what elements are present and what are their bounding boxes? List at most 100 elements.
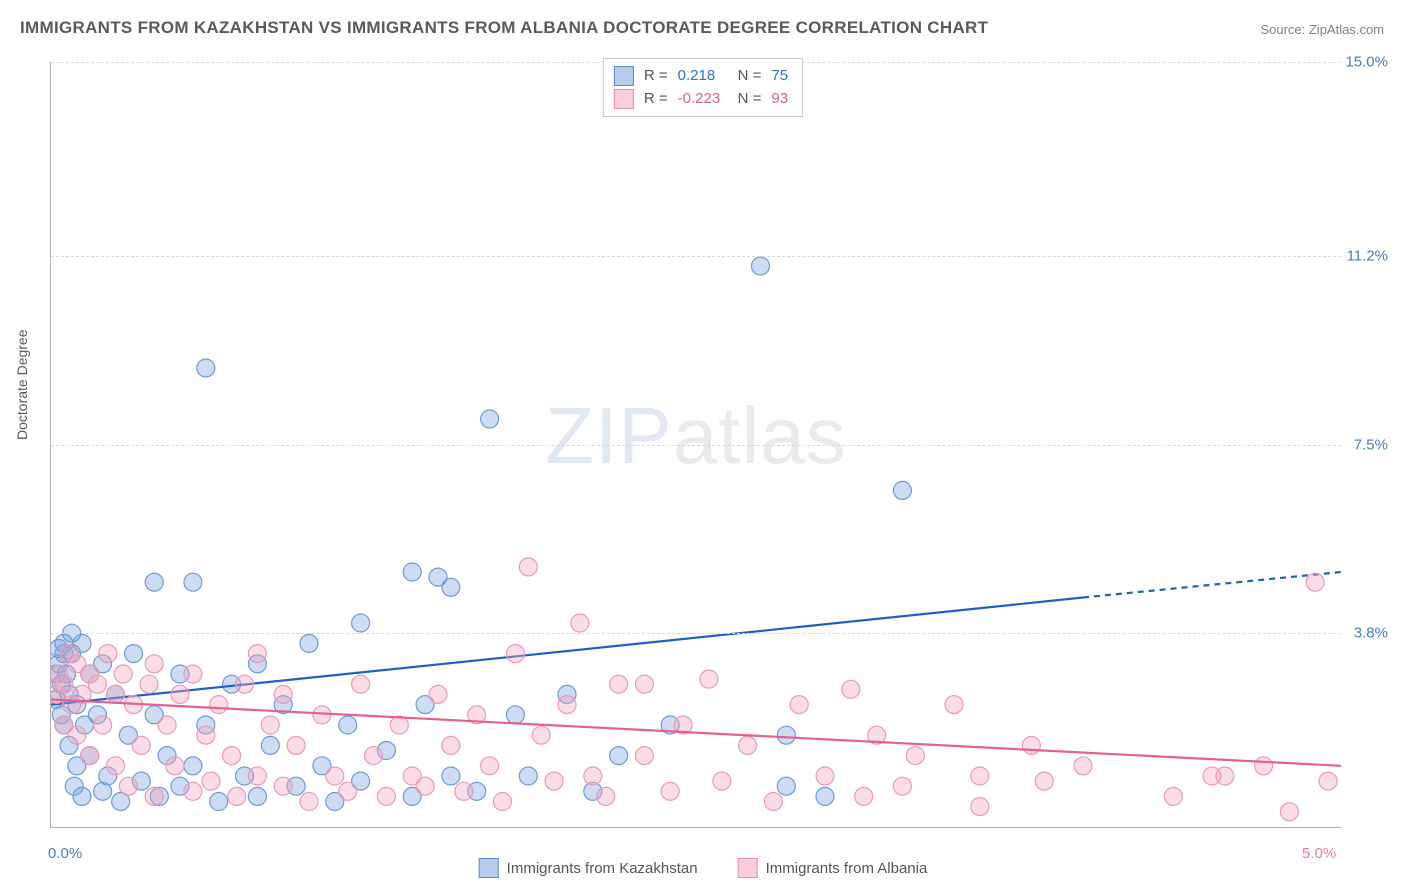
- scatter-point-kazakhstan: [429, 568, 447, 586]
- y-tick-label: 3.8%: [1354, 625, 1388, 642]
- scatter-point-albania: [377, 787, 395, 805]
- scatter-point-albania: [842, 680, 860, 698]
- scatter-point-albania: [81, 665, 99, 683]
- scatter-point-albania: [403, 767, 421, 785]
- stats-row-albania: R = -0.223 N = 93: [614, 88, 788, 111]
- scatter-point-albania: [132, 736, 150, 754]
- scatter-point-albania: [171, 685, 189, 703]
- scatter-point-kazakhstan: [81, 747, 99, 765]
- scatter-point-albania: [261, 716, 279, 734]
- scatter-point-albania: [855, 787, 873, 805]
- scatter-point-albania: [274, 685, 292, 703]
- scatter-point-kazakhstan: [377, 742, 395, 760]
- scatter-point-kazakhstan: [197, 716, 215, 734]
- scatter-point-kazakhstan: [248, 787, 266, 805]
- scatter-point-kazakhstan: [352, 614, 370, 632]
- watermark: ZIPatlas: [545, 389, 846, 481]
- scatter-point-albania: [313, 706, 331, 724]
- scatter-point-kazakhstan: [442, 578, 460, 596]
- scatter-point-kazakhstan: [99, 767, 117, 785]
- scatter-point-albania: [635, 747, 653, 765]
- scatter-point-albania: [1203, 767, 1221, 785]
- watermark-light: atlas: [673, 390, 847, 479]
- legend-label-albania: Immigrants from Albania: [766, 860, 928, 877]
- scatter-point-albania: [700, 670, 718, 688]
- scatter-point-albania: [1255, 757, 1273, 775]
- scatter-point-kazakhstan: [51, 665, 65, 683]
- scatter-point-kazakhstan: [519, 767, 537, 785]
- scatter-point-kazakhstan: [81, 665, 99, 683]
- n-label: N =: [738, 65, 762, 88]
- scatter-point-albania: [442, 736, 460, 754]
- scatter-point-albania: [661, 782, 679, 800]
- scatter-point-albania: [88, 675, 106, 693]
- scatter-point-albania: [248, 645, 266, 663]
- n-value-kazakhstan: 75: [771, 65, 788, 88]
- scatter-point-albania: [119, 777, 137, 795]
- scatter-point-kazakhstan: [171, 777, 189, 795]
- legend-item-kazakhstan: Immigrants from Kazakhstan: [479, 858, 698, 878]
- scatter-point-albania: [545, 772, 563, 790]
- scatter-point-kazakhstan: [261, 736, 279, 754]
- scatter-point-kazakhstan: [52, 706, 70, 724]
- n-value-albania: 93: [771, 88, 788, 111]
- scatter-point-albania: [971, 767, 989, 785]
- scatter-point-albania: [1319, 772, 1337, 790]
- scatter-point-kazakhstan: [73, 634, 91, 652]
- scatter-point-kazakhstan: [661, 716, 679, 734]
- scatter-point-kazakhstan: [274, 696, 292, 714]
- swatch-kazakhstan: [614, 66, 634, 86]
- scatter-point-kazakhstan: [610, 747, 628, 765]
- scatter-point-albania: [468, 706, 486, 724]
- scatter-point-albania: [145, 655, 163, 673]
- scatter-point-albania: [107, 685, 125, 703]
- scatter-point-kazakhstan: [94, 655, 112, 673]
- scatter-point-kazakhstan: [68, 757, 86, 775]
- r-label: R =: [644, 65, 668, 88]
- r-value-albania: -0.223: [678, 88, 728, 111]
- scatter-point-albania: [893, 777, 911, 795]
- scatter-point-albania: [1280, 803, 1298, 821]
- bottom-legend: Immigrants from Kazakhstan Immigrants fr…: [479, 858, 928, 878]
- swatch-albania: [614, 89, 634, 109]
- scatter-point-kazakhstan: [223, 675, 241, 693]
- scatter-point-albania: [210, 696, 228, 714]
- scatter-point-kazakhstan: [150, 787, 168, 805]
- scatter-point-albania: [506, 645, 524, 663]
- scatter-point-kazakhstan: [51, 640, 68, 658]
- scatter-point-kazakhstan: [584, 782, 602, 800]
- scatter-point-kazakhstan: [248, 655, 266, 673]
- source-attribution: Source: ZipAtlas.com: [1260, 22, 1384, 37]
- scatter-point-albania: [99, 645, 117, 663]
- scatter-point-albania: [236, 675, 254, 693]
- scatter-point-kazakhstan: [94, 782, 112, 800]
- scatter-point-albania: [455, 782, 473, 800]
- scatter-point-kazakhstan: [777, 726, 795, 744]
- scatter-point-kazakhstan: [171, 665, 189, 683]
- plot-area: ZIPatlas: [50, 62, 1341, 828]
- scatter-point-albania: [166, 757, 184, 775]
- scatter-point-albania: [558, 696, 576, 714]
- scatter-point-kazakhstan: [107, 685, 125, 703]
- grid-line: [51, 256, 1341, 257]
- scatter-point-albania: [494, 793, 512, 811]
- scatter-point-kazakhstan: [184, 757, 202, 775]
- scatter-point-kazakhstan: [60, 685, 78, 703]
- scatter-point-kazakhstan: [68, 696, 86, 714]
- scatter-point-albania: [51, 665, 68, 683]
- scatter-point-kazakhstan: [300, 634, 318, 652]
- scatter-point-albania: [790, 696, 808, 714]
- scatter-point-kazakhstan: [313, 757, 331, 775]
- scatter-point-albania: [1074, 757, 1092, 775]
- chart-title: IMMIGRANTS FROM KAZAKHSTAN VS IMMIGRANTS…: [20, 18, 988, 38]
- scatter-point-kazakhstan: [326, 793, 344, 811]
- scatter-point-albania: [1216, 767, 1234, 785]
- scatter-point-kazakhstan: [65, 777, 83, 795]
- scatter-point-kazakhstan: [236, 767, 254, 785]
- scatter-point-albania: [300, 793, 318, 811]
- scatter-point-kazakhstan: [184, 573, 202, 591]
- scatter-point-kazakhstan: [119, 726, 137, 744]
- scatter-point-albania: [971, 798, 989, 816]
- scatter-point-albania: [1035, 772, 1053, 790]
- trend-line-kazakhstan: [51, 598, 1083, 705]
